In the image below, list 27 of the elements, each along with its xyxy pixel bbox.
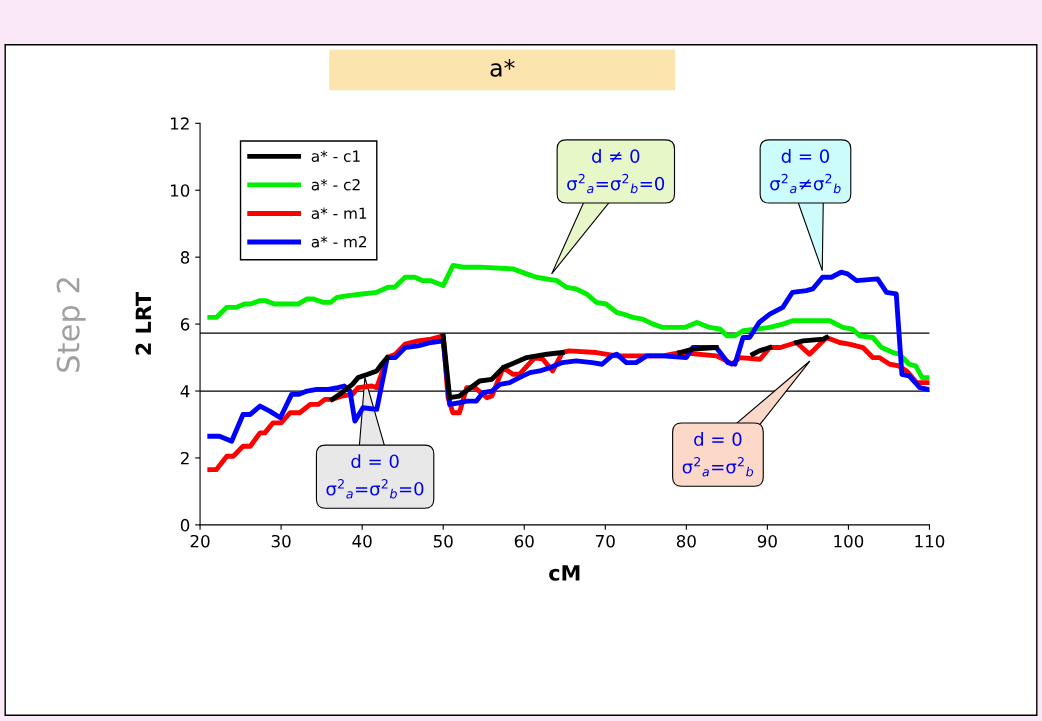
x-tick-label: 50 <box>433 534 453 548</box>
y-tick-label: 4 <box>180 385 190 398</box>
text: Step 2 <box>56 278 86 372</box>
chart-title: a* <box>490 58 515 77</box>
legend-label: a* - m2 <box>311 236 367 248</box>
x-tick-label: 60 <box>514 534 534 548</box>
legend-label: a* - c1 <box>311 150 360 162</box>
x-tick-label: 100 <box>834 534 864 548</box>
x-tick-label: 20 <box>190 534 210 548</box>
y-tick-label: 8 <box>180 251 190 264</box>
x-tick-label: 110 <box>915 534 945 548</box>
x-tick-label: 90 <box>757 534 777 548</box>
y-tick-label: 12 <box>170 117 189 130</box>
y-tick-label: 6 <box>180 318 190 331</box>
y-axis-title: 2 LRT <box>135 292 151 355</box>
legend-label: a* - c2 <box>311 178 360 191</box>
y-tick-label: 10 <box>170 184 190 197</box>
x-tick-label: 80 <box>676 534 696 548</box>
annotation: d = 0 σ$^{2}$$_{a}$≠σ$^{2}$$_{b}$ <box>770 148 841 194</box>
text: d = 0 σ$^{2}$$_{a}$=σ$^{2}$$_{b}$=0 <box>326 454 424 499</box>
y-tick-label: 0 <box>180 518 190 532</box>
x-tick-label: 30 <box>271 534 291 548</box>
x-axis-title: cM <box>549 565 580 581</box>
y-tick-label: 2 <box>180 451 189 465</box>
x-tick-label: 70 <box>596 534 615 548</box>
x-tick-label: 40 <box>352 534 372 548</box>
legend-label: a* - m1 <box>311 207 367 220</box>
